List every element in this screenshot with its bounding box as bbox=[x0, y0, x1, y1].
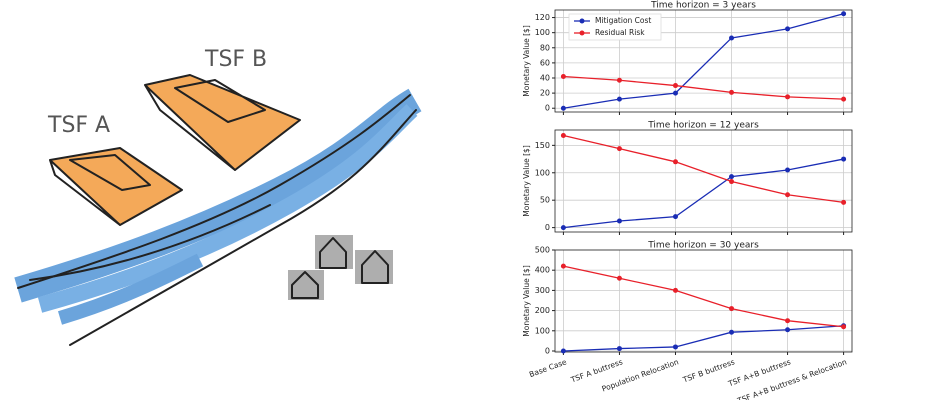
y-tick-label: 500 bbox=[535, 246, 550, 255]
marker bbox=[785, 167, 791, 173]
marker bbox=[672, 159, 678, 165]
legend-marker bbox=[579, 18, 585, 24]
y-tick-label: 60 bbox=[540, 58, 550, 67]
marker bbox=[841, 199, 847, 205]
marker bbox=[560, 105, 566, 111]
marker bbox=[785, 327, 791, 333]
marker bbox=[841, 11, 847, 17]
legend-label: Mitigation Cost bbox=[595, 16, 651, 25]
marker bbox=[729, 35, 735, 41]
y-tick-label: 120 bbox=[535, 13, 550, 22]
y-tick-label: 200 bbox=[535, 306, 550, 315]
marker bbox=[672, 344, 678, 350]
marker bbox=[841, 96, 847, 102]
y-tick-label: 50 bbox=[540, 196, 550, 205]
marker bbox=[560, 73, 566, 79]
marker bbox=[560, 225, 566, 231]
y-tick-label: 0 bbox=[545, 223, 550, 232]
marker bbox=[672, 90, 678, 96]
y-tick-label: 80 bbox=[540, 43, 550, 52]
plot-frame bbox=[554, 9, 853, 113]
marker bbox=[729, 174, 735, 180]
marker bbox=[785, 94, 791, 100]
legend-label: Residual Risk bbox=[595, 28, 645, 37]
x-tick-label: Base Case bbox=[528, 357, 568, 379]
plot-frame bbox=[554, 129, 853, 233]
marker bbox=[560, 263, 566, 269]
marker bbox=[616, 346, 622, 352]
y-axis-label: Monetary Value [$] bbox=[522, 25, 531, 97]
marker bbox=[729, 329, 735, 335]
line bbox=[563, 75, 844, 100]
sketch-label: TSF B bbox=[204, 47, 267, 72]
line bbox=[563, 325, 844, 352]
marker bbox=[785, 192, 791, 198]
legend-marker bbox=[579, 30, 585, 36]
marker bbox=[672, 287, 678, 293]
sketch: TSF A TSF B bbox=[14, 47, 422, 346]
marker bbox=[616, 77, 622, 83]
marker bbox=[672, 214, 678, 220]
marker bbox=[729, 89, 735, 95]
y-tick-label: 150 bbox=[535, 141, 550, 150]
marker bbox=[616, 218, 622, 224]
y-tick-label: 100 bbox=[535, 326, 550, 335]
sketch-label: TSF A bbox=[47, 113, 110, 138]
y-tick-label: 300 bbox=[535, 286, 550, 295]
legend bbox=[568, 13, 662, 41]
marker bbox=[560, 348, 566, 354]
line bbox=[563, 13, 844, 109]
line bbox=[563, 265, 844, 328]
marker bbox=[616, 275, 622, 281]
line bbox=[563, 158, 844, 229]
marker bbox=[785, 318, 791, 324]
chart-title: Time horizon = 30 years bbox=[647, 241, 759, 251]
chart-title: Time horizon = 12 years bbox=[647, 121, 759, 131]
y-axis-label: Monetary Value [$] bbox=[522, 265, 531, 337]
y-tick-label: 100 bbox=[535, 28, 550, 37]
marker bbox=[729, 306, 735, 312]
chart-title: Time horizon = 3 years bbox=[650, 1, 756, 11]
marker bbox=[729, 179, 735, 185]
y-tick-label: 400 bbox=[535, 266, 550, 275]
marker bbox=[841, 156, 847, 162]
marker bbox=[785, 26, 791, 32]
marker bbox=[616, 96, 622, 102]
marker bbox=[616, 146, 622, 152]
y-tick-label: 100 bbox=[535, 168, 550, 177]
y-tick-label: 40 bbox=[540, 74, 550, 83]
marker bbox=[841, 324, 847, 330]
marker bbox=[672, 83, 678, 89]
y-tick-label: 0 bbox=[545, 346, 550, 355]
line bbox=[563, 134, 844, 204]
y-tick-label: 0 bbox=[545, 104, 550, 113]
plot-frame bbox=[554, 249, 853, 353]
y-tick-label: 20 bbox=[540, 89, 550, 98]
y-axis-label: Monetary Value [$] bbox=[522, 145, 531, 217]
marker bbox=[560, 132, 566, 138]
